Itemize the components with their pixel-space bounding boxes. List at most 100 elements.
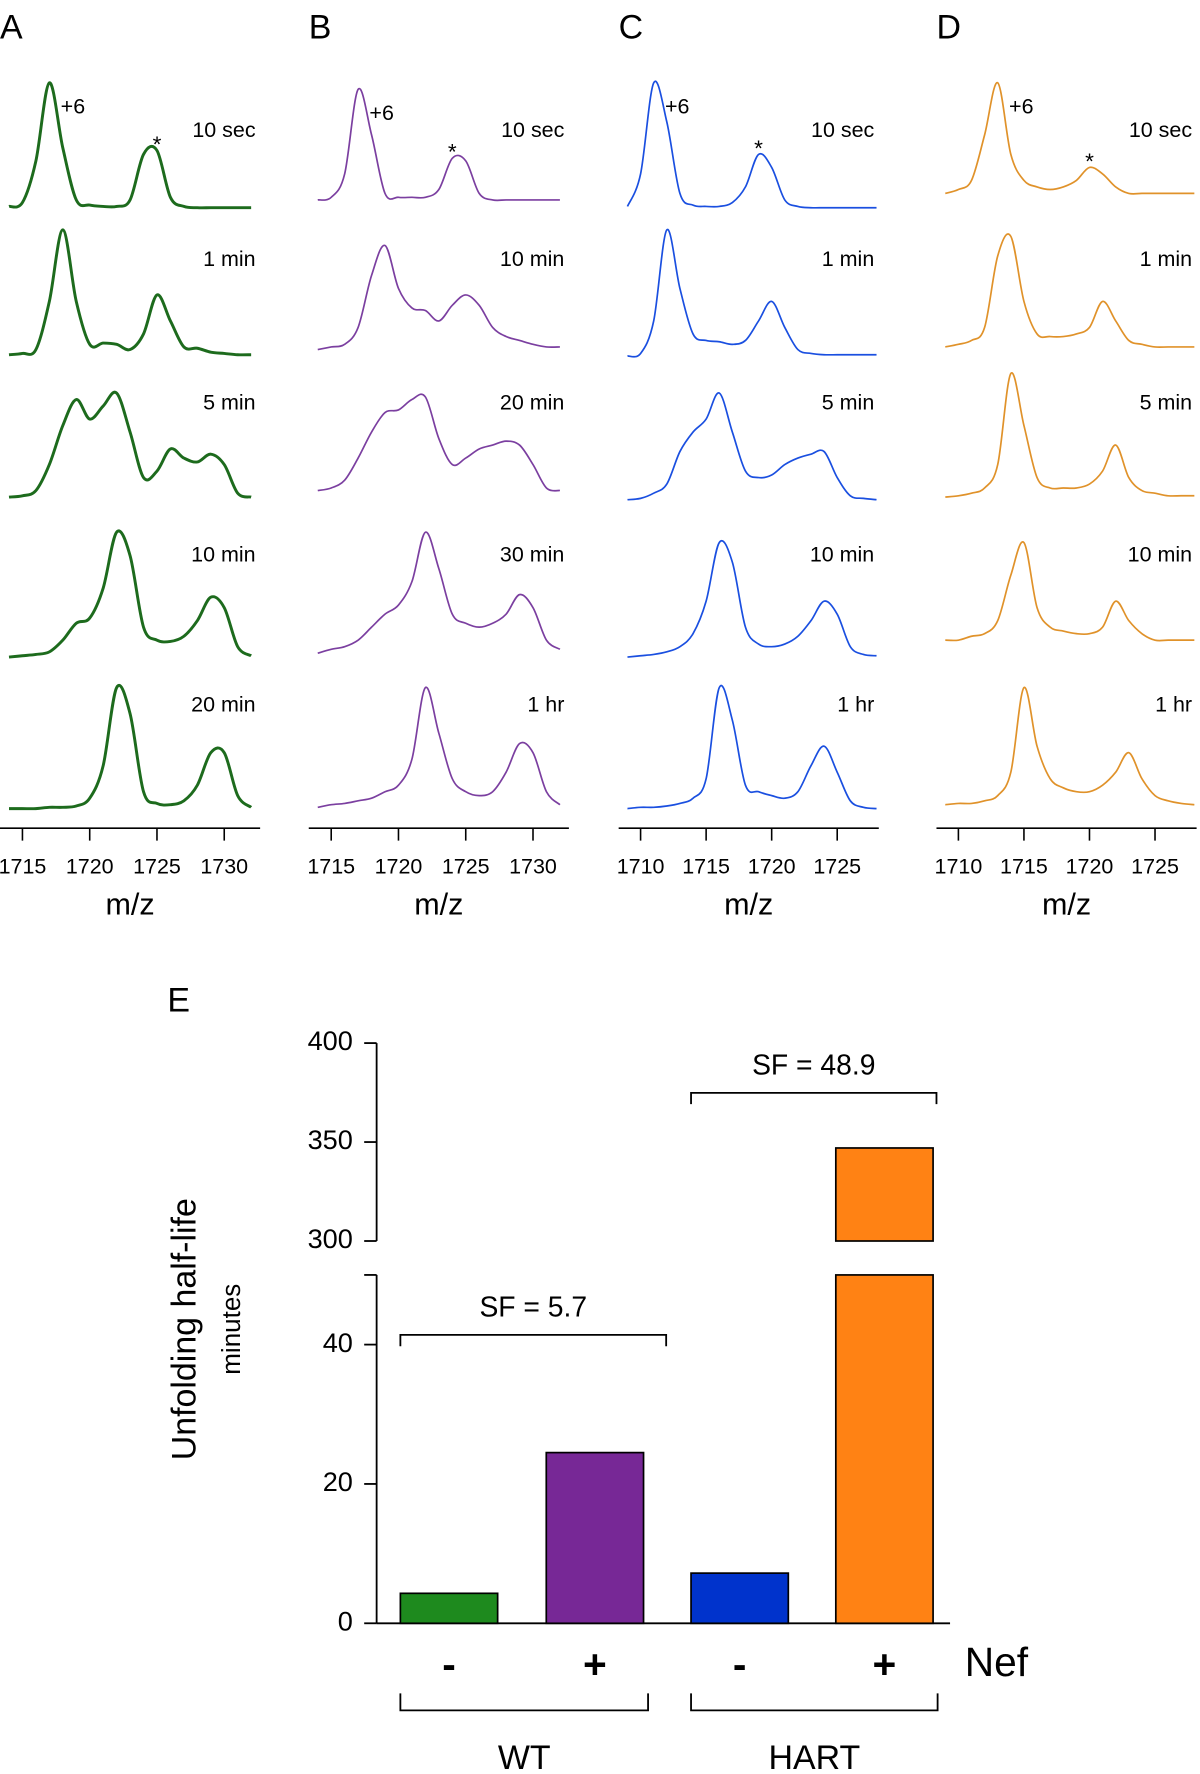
time-label: 20 min [500,391,564,415]
category-label: - [442,1641,456,1687]
star-annotation: * [153,132,162,157]
x-tick-label: 1710 [617,854,665,878]
time-label: 1 hr [837,693,874,717]
time-label: 10 min [810,542,874,566]
x-tick-label: 1715 [307,854,355,878]
x-tick-label: 1720 [748,854,796,878]
time-label: 5 min [822,391,875,415]
y-tick-label: 40 [323,1327,353,1358]
x-tick-label: 1725 [442,854,490,878]
star-annotation: * [1085,149,1094,174]
y-tick-label: 20 [323,1466,353,1497]
y-axis-units: minutes [216,1284,246,1375]
spectrum-trace [945,372,1195,498]
charge-annotation: +6 [1009,94,1033,118]
panel-letter: D [936,9,961,47]
time-label: 5 min [1140,391,1192,415]
spectrum-trace [945,541,1195,642]
spectrum-trace [627,684,877,810]
charge-annotation: +6 [665,94,689,118]
x-tick-label: 1730 [200,854,248,878]
group-label: HART [768,1739,860,1774]
x-tick-label: 1725 [813,854,861,878]
y-tick-label: 400 [308,1025,353,1056]
time-label: 20 min [191,693,255,717]
group-label: WT [498,1739,551,1774]
spectrum-trace [8,529,252,659]
category-axis-label: Nef [965,1639,1029,1685]
star-annotation: * [448,140,457,165]
x-tick-label: 1725 [133,854,181,878]
group-bracket [399,1693,649,1712]
x-tick-label: 1720 [66,854,114,878]
category-label: + [583,1641,607,1687]
time-label: 10 min [500,247,564,271]
time-label: 10 sec [501,118,565,142]
x-tick-label: 1725 [1131,854,1179,878]
x-tick-label: 1720 [375,854,423,878]
y-tick-label: 300 [308,1223,353,1254]
sf-annotation: SF = 5.7 [479,1290,587,1322]
bar [545,1451,645,1625]
time-label: 1 hr [527,693,564,717]
spectrum-trace [8,684,253,811]
x-tick-label: 1730 [509,854,557,878]
spectrum-trace [627,392,877,501]
time-label: 10 min [191,542,255,566]
category-label: + [873,1641,897,1687]
y-tick-label: 350 [308,1124,353,1155]
spectrum-trace [317,686,561,809]
spectrum-trace [627,229,877,358]
x-axis-label: m/z [1042,887,1091,921]
spectrum-trace [8,228,252,357]
spectrum-trace [317,531,561,654]
sf-bracket [399,1333,668,1347]
time-label: 1 hr [1155,693,1192,717]
y-tick-label: 0 [338,1605,353,1636]
spectrum-trace [945,686,1195,806]
category-label: - [733,1641,747,1687]
x-axis-label: m/z [724,887,773,921]
sf-bracket [690,1091,938,1105]
time-label: 10 sec [1129,118,1193,142]
spectrum-trace [627,540,877,658]
spectrum-trace [945,81,1195,195]
time-label: 10 sec [192,118,256,142]
bar-upper-part [834,1147,934,1242]
x-axis-label: m/z [414,887,463,921]
panel-letter: A [0,9,23,47]
x-axis-label: m/z [105,887,154,921]
bar [399,1592,499,1625]
time-label: 30 min [500,542,564,566]
spectrum-trace [317,393,561,492]
group-bracket [690,1693,939,1712]
sf-annotation: SF = 48.9 [752,1048,875,1080]
x-tick-label: 1710 [935,854,983,878]
x-tick-label: 1715 [1000,854,1048,878]
time-label: 1 min [1140,247,1192,271]
spectrum-trace [317,87,560,202]
charge-annotation: +6 [61,94,85,118]
bar [690,1572,790,1625]
panel-letter: B [309,9,332,47]
time-label: 10 min [1128,542,1192,566]
spectrum-trace [945,233,1195,348]
time-label: 1 min [822,247,875,271]
panel-letter: C [619,9,644,47]
spectrum-trace [626,80,877,209]
star-annotation: * [754,136,763,161]
x-tick-label: 1720 [1066,854,1114,878]
spectrum-trace [317,244,560,351]
x-tick-label: 1715 [0,854,46,878]
charge-annotation: +6 [369,101,393,125]
time-label: 1 min [203,247,256,271]
spectrum-trace [8,81,252,210]
y-axis-label: Unfolding half-life [166,1198,204,1460]
x-tick-label: 1715 [682,854,730,878]
panel-letter: E [167,981,190,1019]
time-label: 10 sec [811,118,875,142]
spectrum-trace [8,390,252,499]
time-label: 5 min [203,391,256,415]
